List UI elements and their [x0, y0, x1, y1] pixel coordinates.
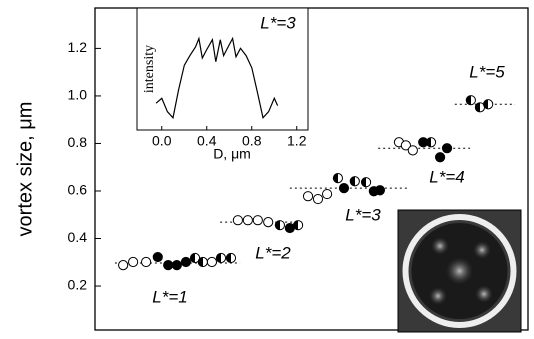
- marker-half: [275, 221, 284, 230]
- marker-half: [466, 96, 475, 105]
- marker-half: [350, 177, 359, 186]
- x-tick-label: 0.4: [197, 133, 217, 149]
- marker-filled: [181, 257, 190, 266]
- level-label: L*=5: [469, 62, 505, 81]
- level-label: L*=2: [255, 243, 291, 262]
- marker-open: [313, 194, 322, 203]
- inset-title: L*=3: [260, 13, 296, 32]
- y-tick-label: 0.6: [68, 182, 88, 198]
- figure: vortex size, μm intensity D, μm L*=3 0.2…: [0, 0, 534, 339]
- level-label: L*=1: [152, 287, 187, 306]
- level-label: L*=4: [429, 167, 464, 186]
- marker-open: [207, 257, 216, 266]
- y-tick-label: 0.2: [68, 277, 88, 293]
- marker-open: [243, 216, 252, 225]
- y-tick-label: 0.8: [68, 134, 88, 150]
- y-axis-label: vortex size, μm: [14, 102, 36, 237]
- level-label: L*=3: [345, 205, 381, 224]
- marker-half: [361, 178, 370, 187]
- marker-filled: [164, 261, 173, 270]
- x-tick-label: 0.8: [242, 133, 262, 149]
- y-tick-label: 0.4: [68, 229, 88, 245]
- x-tick-label: 0.0: [152, 133, 172, 149]
- marker-open: [119, 261, 128, 270]
- marker-filled: [375, 186, 384, 195]
- marker-open: [264, 218, 273, 227]
- x-tick-label: 1.2: [287, 133, 307, 149]
- marker-filled: [153, 252, 162, 261]
- marker-open: [129, 257, 138, 266]
- marker-open: [141, 257, 150, 266]
- marker-open: [322, 189, 331, 198]
- marker-half: [198, 257, 207, 266]
- marker-half: [484, 100, 493, 109]
- marker-filled: [339, 184, 348, 193]
- inset-y-label: intensity: [142, 45, 157, 93]
- marker-open: [303, 192, 312, 201]
- marker-open: [233, 216, 242, 225]
- marker-half: [293, 221, 302, 230]
- marker-filled: [436, 153, 445, 162]
- marker-open: [408, 146, 417, 155]
- micrograph: [398, 210, 521, 332]
- marker-half: [333, 174, 342, 183]
- marker-filled: [172, 261, 181, 270]
- marker-half: [226, 253, 235, 262]
- marker-half: [216, 253, 225, 262]
- y-tick-label: 1.0: [68, 87, 88, 103]
- y-tick-label: 1.2: [68, 39, 88, 55]
- marker-half: [426, 138, 435, 147]
- marker-open: [253, 216, 262, 225]
- marker-filled: [442, 144, 451, 153]
